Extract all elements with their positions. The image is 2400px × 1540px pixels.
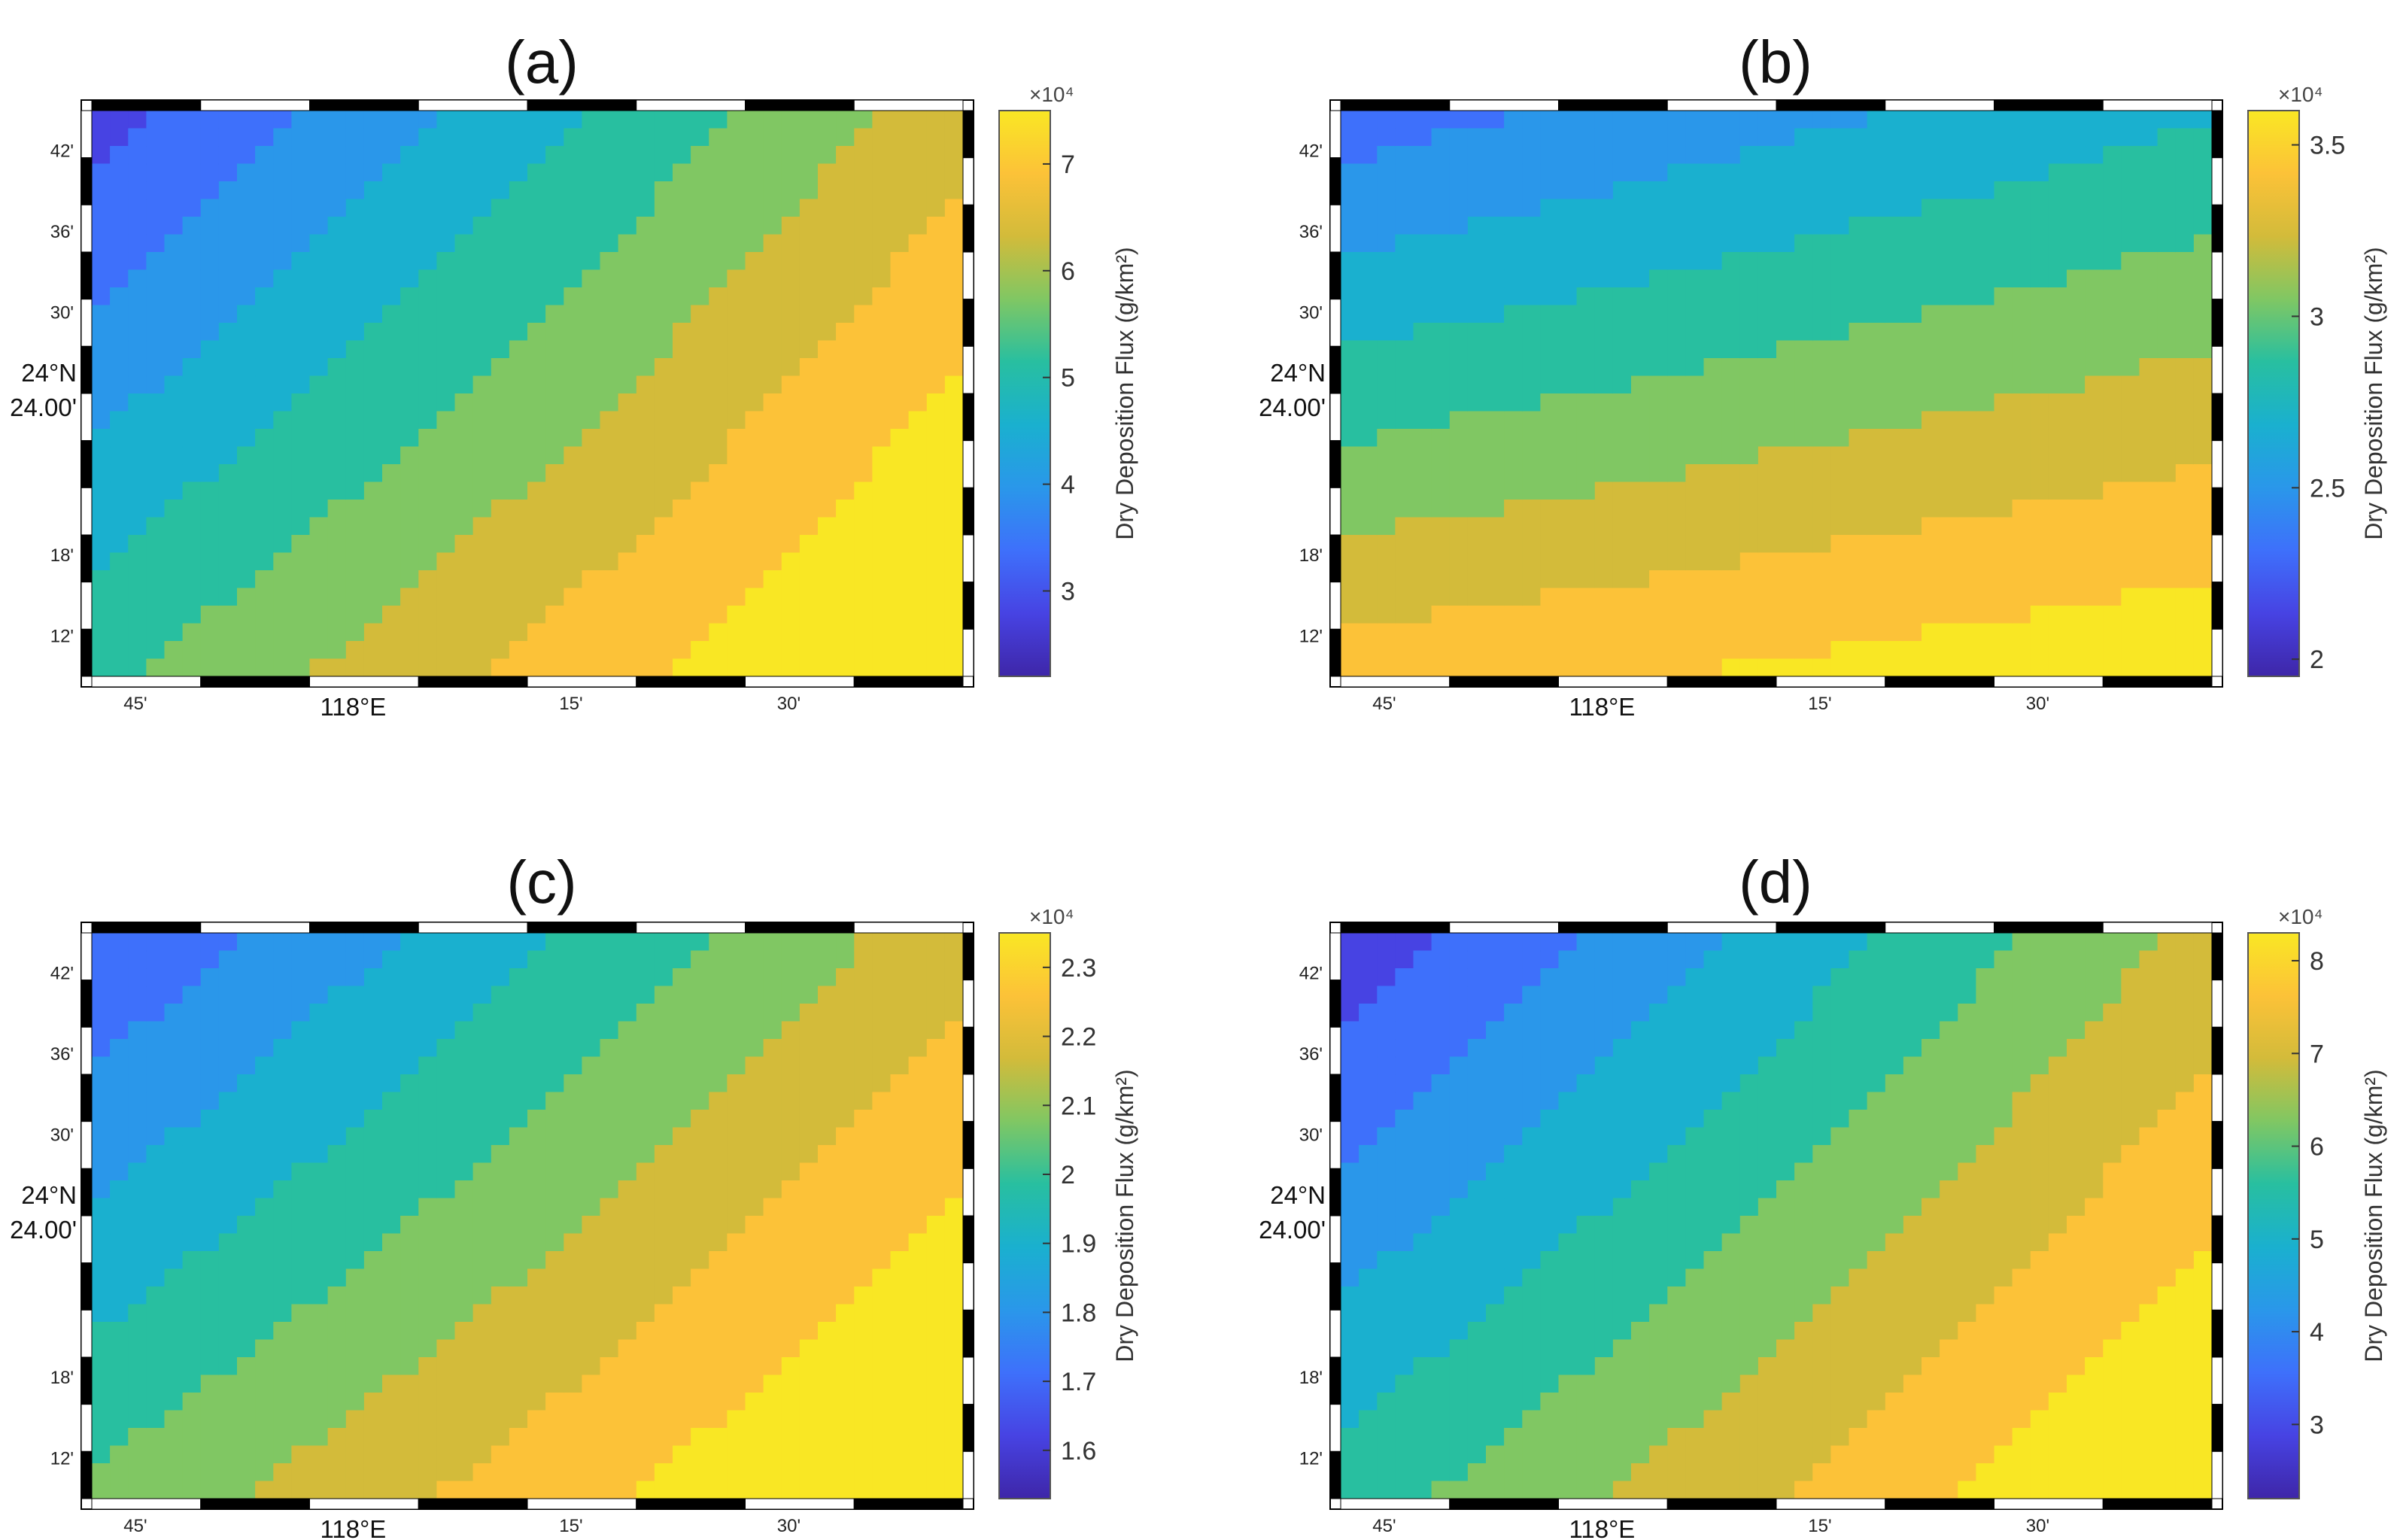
colorbar-exponent: ×10⁴ [1029,905,1074,928]
colorbar-tick-label: 4 [1061,471,1075,500]
lat-tick-label: 12' [50,1448,74,1469]
lat-major-label-minutes: 24.00' [1259,393,1326,421]
colorbar-exponent: ×10⁴ [2278,83,2323,106]
lat-tick-label: 36' [1299,222,1323,242]
deposition-field [1341,933,2212,1499]
lat-tick-label: 42' [1299,964,1323,984]
map-frame [1329,99,2223,688]
colorbar: ×10⁴ 3 4 5 6 7 8 Dry Deposition Flux (g/km²) [2247,905,2387,1499]
colorbar-label: Dry Deposition Flux (g/km²) [2360,247,2387,539]
colorbar-label: Dry Deposition Flux (g/km²) [2360,1069,2387,1362]
colorbar-tick-label: 4 [2310,1318,2324,1347]
lat-tick-label: 30' [1299,1125,1323,1146]
colorbar-tick-label: 1.7 [1061,1368,1096,1396]
panel-title: (b) [1739,29,1812,96]
colorbar-tick-label: 8 [2310,947,2324,976]
lat-tick-label: 36' [50,222,74,242]
lon-tick-label: 30' [777,1516,801,1536]
colorbar-exponent: ×10⁴ [2278,905,2323,928]
lat-tick-label: 12' [50,626,74,646]
lon-tick-label: 15' [1808,1516,1831,1536]
deposition-field [92,111,963,676]
colorbar-tick-label: 7 [1061,150,1075,179]
colorbar-tick-label: 1.8 [1061,1299,1096,1327]
lat-tick-label: 30' [1299,303,1323,323]
lat-tick-label: 12' [1299,626,1323,646]
colorbar-label: Dry Deposition Flux (g/km²) [1111,247,1138,539]
colorbar-tick-label: 3.5 [2310,132,2345,160]
colorbar-tick-label: 2 [1061,1161,1075,1189]
map-panel-d: (d) 45' 118°E 15' 30' 42' 36' 30' 18' 12' 24°N 24.0… [1259,849,2387,1540]
lat-tick-label: 36' [1299,1044,1323,1065]
colorbar: ×10⁴ 1.6 1.7 1.8 1.9 2 2.1 2.2 2.3 Dry Deposition… [998,905,1138,1499]
lon-tick-label: 15' [559,1516,582,1536]
lon-tick-label: 30' [777,694,801,714]
lon-tick-label: 30' [2026,1516,2049,1536]
lat-tick-label: 42' [1299,141,1323,162]
lat-major-label: 24°N [1270,359,1326,387]
map-frame [81,99,974,688]
lon-tick-label: 45' [123,694,147,714]
lat-major-label-minutes: 24.00' [10,1216,77,1244]
lat-tick-label: 18' [50,1368,74,1388]
lon-tick-label: 45' [1372,694,1396,714]
lon-tick-label: 118°E [1569,1515,1635,1540]
lat-tick-label: 42' [50,141,74,162]
map-frame [81,922,974,1510]
lat-tick-label: 42' [50,964,74,984]
deposition-field [92,933,963,1499]
lon-tick-label: 118°E [1569,693,1635,721]
panel-title: (c) [506,849,576,916]
lat-major-label: 24°N [21,359,77,387]
lat-major-label-minutes: 24.00' [10,393,77,421]
map-panel-a: (a) 45' 118°E 15' 30' 42' 36' 30' 18' 12' 24°N 24.0… [10,29,1138,721]
lat-tick-label: 30' [50,303,74,323]
lat-major-label-minutes: 24.00' [1259,1216,1326,1244]
map-panel-c: (c) 45' 118°E 15' 30' 42' 36' 30' 18' 12' 24°N 24.0… [10,849,1138,1540]
lat-tick-label: 18' [1299,1368,1323,1388]
lon-tick-label: 45' [1372,1516,1396,1536]
colorbar-tick-label: 3 [1061,577,1075,606]
colorbar-tick-label: 5 [2310,1226,2324,1254]
colorbar: ×10⁴ 3 4 5 6 7 Dry Deposition Flux (g/km²) [998,83,1138,677]
deposition-field [1341,111,2212,676]
lon-tick-label: 15' [1808,694,1831,714]
panel-title: (d) [1739,849,1812,916]
lon-tick-label: 118°E [320,693,386,721]
colorbar-tick-label: 2.5 [2310,474,2345,503]
lat-tick-label: 18' [50,545,74,566]
lat-tick-label: 12' [1299,1448,1323,1469]
colorbar-tick-label: 1.9 [1061,1230,1096,1259]
lon-tick-label: 30' [2026,694,2049,714]
lat-tick-label: 18' [1299,545,1323,566]
colorbar-exponent: ×10⁴ [1029,83,1074,106]
map-panel-b: (b) 45' 118°E 15' 30' 42' 36' 30' 18' 12' 24°N 24.0… [1259,29,2387,721]
map-frame [1329,922,2223,1510]
lon-tick-label: 15' [559,694,582,714]
lat-major-label: 24°N [21,1181,77,1209]
colorbar-tick-label: 1.6 [1061,1437,1096,1466]
colorbar-tick-label: 3 [2310,1411,2324,1439]
colorbar-tick-label: 2.2 [1061,1023,1096,1052]
lon-tick-label: 45' [123,1516,147,1536]
colorbar-tick-label: 6 [1061,257,1075,286]
colorbar-tick-label: 3 [2310,302,2324,331]
colorbar: ×10⁴ 2 2.5 3 3.5 Dry Deposition Flux (g/km²) [2247,83,2387,677]
colorbar-label: Dry Deposition Flux (g/km²) [1111,1069,1138,1362]
colorbar-tick-label: 2.3 [1061,954,1096,983]
colorbar-tick-label: 7 [2310,1040,2324,1068]
lat-major-label: 24°N [1270,1181,1326,1209]
lat-tick-label: 30' [50,1125,74,1146]
panel-title: (a) [505,29,579,96]
lat-tick-label: 36' [50,1044,74,1065]
colorbar-tick-label: 6 [2310,1133,2324,1162]
colorbar-tick-label: 2.1 [1061,1092,1096,1120]
colorbar-tick-label: 5 [1061,364,1075,393]
lon-tick-label: 118°E [320,1515,386,1540]
colorbar-tick-label: 2 [2310,645,2324,674]
